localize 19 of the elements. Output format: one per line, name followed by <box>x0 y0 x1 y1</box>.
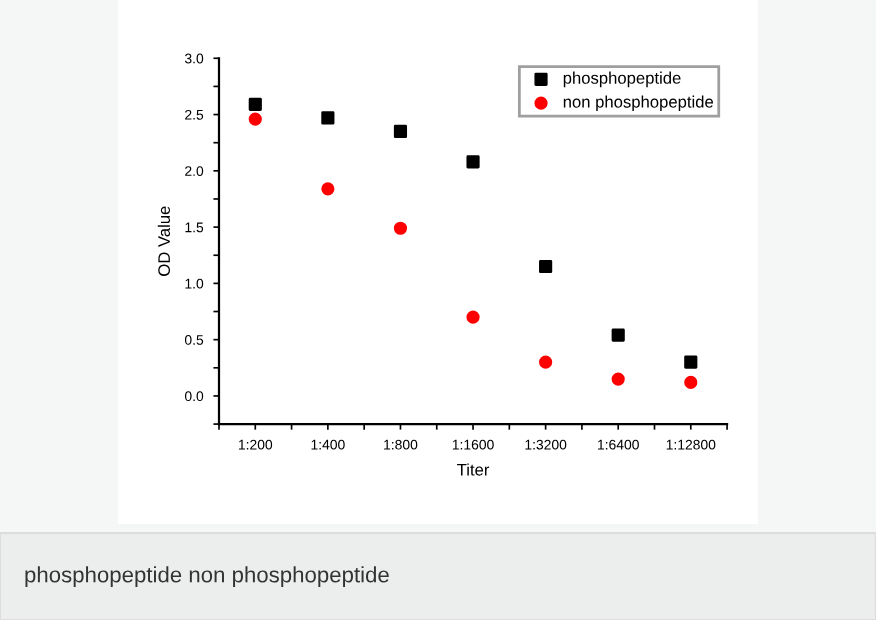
point <box>684 355 698 369</box>
point <box>248 112 262 126</box>
point <box>321 111 335 125</box>
point <box>393 221 408 235</box>
point <box>539 259 553 274</box>
point <box>611 372 625 386</box>
text: phosphopeptide non phosphopeptide <box>25 566 389 587</box>
point <box>611 328 625 342</box>
legend-label: non phosphopeptide <box>563 95 714 112</box>
point <box>539 355 553 369</box>
point <box>466 155 480 169</box>
point <box>321 182 335 196</box>
point <box>393 124 408 139</box>
point <box>248 97 262 112</box>
legend-label: phosphopeptide <box>563 71 681 88</box>
y-axis-title: OD Value <box>157 206 171 276</box>
point <box>684 375 698 390</box>
point <box>466 310 480 324</box>
x-axis-title: Titer <box>457 463 490 476</box>
